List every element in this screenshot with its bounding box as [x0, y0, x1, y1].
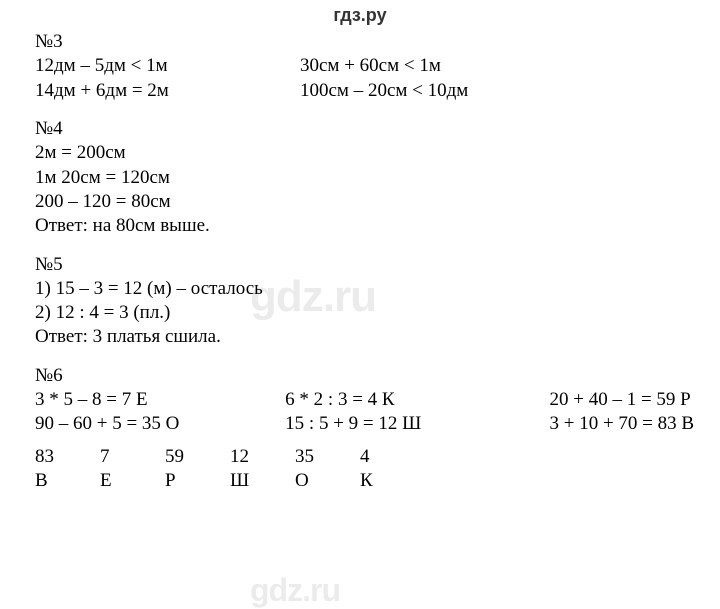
exercise-4-line-3: 200 – 120 = 80см: [35, 190, 710, 214]
exercise-3-r2a: 14дм + 6дм = 2м: [35, 79, 300, 103]
exercise-5-line-1: 1) 15 – 3 = 12 (м) – осталось: [35, 277, 710, 301]
exercise-6-r2b: 15 : 5 + 9 = 12 Ш: [285, 412, 549, 436]
letter-cell: Ш: [230, 469, 295, 493]
exercise-5-line-2: 2) 12 : 4 = 3 (пл.): [35, 301, 710, 325]
exercise-6-row-2: 90 – 60 + 5 = 35 О 15 : 5 + 9 = 12 Ш 3 +…: [35, 412, 710, 436]
exercise-4: №4 2м = 200см 1м 20см = 120см 200 – 120 …: [35, 117, 710, 239]
exercise-3-title: №3: [35, 30, 710, 54]
letter-cell: О: [295, 469, 360, 493]
num-cell: 35: [295, 445, 360, 469]
exercise-3-r1a: 12дм – 5дм < 1м: [35, 54, 300, 78]
header-logo: гдз.ру: [0, 5, 720, 26]
document-content: №3 12дм – 5дм < 1м 30см + 60см < 1м 14дм…: [0, 0, 720, 517]
exercise-5: №5 1) 15 – 3 = 12 (м) – осталось 2) 12 :…: [35, 253, 710, 350]
exercise-6-r1c: 20 + 40 – 1 = 59 Р: [550, 388, 710, 412]
exercise-6-letter-row: В Е Р Ш О К: [35, 469, 710, 493]
letter-cell: Р: [165, 469, 230, 493]
exercise-4-line-2: 1м 20см = 120см: [35, 166, 710, 190]
letter-cell: В: [35, 469, 100, 493]
num-cell: 7: [100, 445, 165, 469]
exercise-6-num-row: 83 7 59 12 35 4: [35, 445, 710, 469]
exercise-3: №3 12дм – 5дм < 1м 30см + 60см < 1м 14дм…: [35, 30, 710, 103]
num-cell: 83: [35, 445, 100, 469]
exercise-4-line-1: 2м = 200см: [35, 141, 710, 165]
exercise-3-r2b: 100см – 20см < 10дм: [300, 79, 580, 103]
exercise-5-answer: Ответ: 3 платья сшила.: [35, 325, 710, 349]
exercise-3-r1b: 30см + 60см < 1м: [300, 54, 580, 78]
letter-cell: Е: [100, 469, 165, 493]
exercise-3-row-1: 12дм – 5дм < 1м 30см + 60см < 1м: [35, 54, 710, 78]
num-cell: 12: [230, 445, 295, 469]
letter-cell: К: [360, 469, 425, 493]
exercise-4-title: №4: [35, 117, 710, 141]
exercise-5-title: №5: [35, 253, 710, 277]
num-cell: 4: [360, 445, 425, 469]
exercise-6-title: №6: [35, 364, 710, 388]
exercise-4-answer: Ответ: на 80см выше.: [35, 214, 710, 238]
exercise-6: №6 3 * 5 – 8 = 7 Е 6 * 2 : 3 = 4 К 20 + …: [35, 364, 710, 494]
exercise-6-r1a: 3 * 5 – 8 = 7 Е: [35, 388, 285, 412]
num-cell: 59: [165, 445, 230, 469]
exercise-6-r2a: 90 – 60 + 5 = 35 О: [35, 412, 285, 436]
watermark-bottom: gdz.ru: [250, 572, 340, 609]
exercise-6-r1b: 6 * 2 : 3 = 4 К: [285, 388, 549, 412]
exercise-6-row-1: 3 * 5 – 8 = 7 Е 6 * 2 : 3 = 4 К 20 + 40 …: [35, 388, 710, 412]
exercise-6-r2c: 3 + 10 + 70 = 83 В: [550, 412, 710, 436]
exercise-3-row-2: 14дм + 6дм = 2м 100см – 20см < 10дм: [35, 79, 710, 103]
